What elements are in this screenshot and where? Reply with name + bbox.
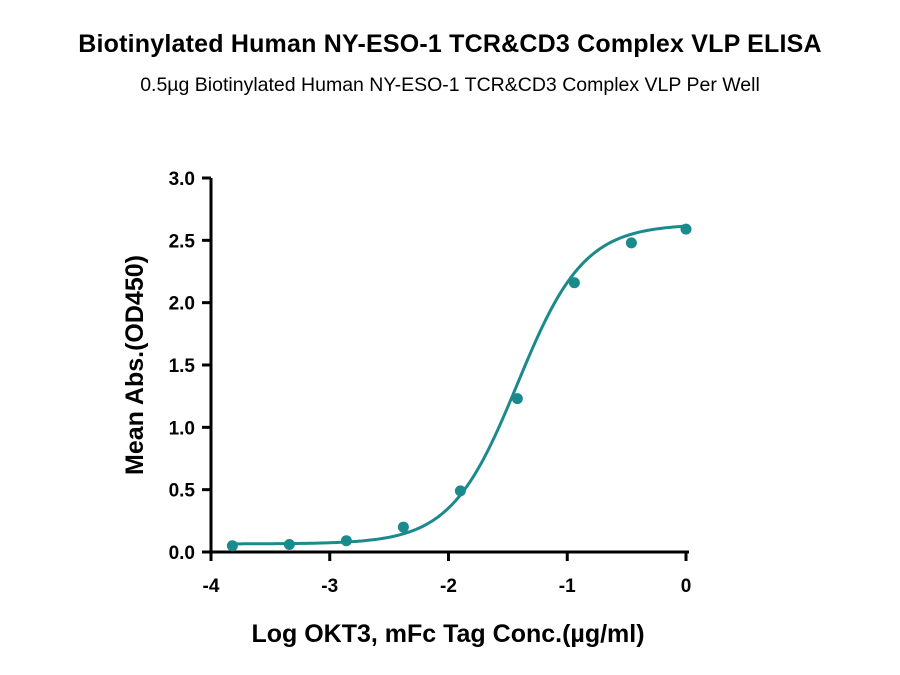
chart-title: Biotinylated Human NY-ESO-1 TCR&CD3 Comp…: [78, 30, 822, 58]
x-axis-title: Log OKT3, mFc Tag Conc.(µg/ml): [251, 620, 644, 648]
x-ticks: -4 -3 -2 -1 0: [203, 552, 692, 597]
data-point: [226, 540, 238, 552]
data-point: [283, 539, 295, 551]
fit-curve: [232, 224, 687, 546]
y-axis-title: Mean Abs.(OD450): [121, 255, 149, 475]
data-point: [568, 277, 580, 289]
data-point: [340, 535, 352, 547]
data-point: [511, 393, 523, 405]
y-tick-label: 0.5: [169, 481, 196, 502]
x-tick-label: -2: [440, 576, 457, 597]
y-tick-label: 0.0: [169, 543, 195, 564]
x-tick-label: -3: [321, 576, 338, 597]
data-points: [226, 223, 692, 552]
x-tick-label: -4: [203, 576, 220, 597]
data-point: [454, 485, 466, 497]
axes: [209, 178, 689, 554]
y-ticks: 0.0 0.5 1.0 1.5 2.0 2.5 3.0: [169, 169, 211, 564]
data-point: [397, 521, 409, 533]
chart-subtitle: 0.5µg Biotinylated Human NY-ESO-1 TCR&CD…: [140, 74, 760, 96]
x-tick-label: -1: [559, 576, 576, 597]
y-tick-label: 2.0: [169, 294, 195, 315]
y-tick-label: 1.0: [169, 418, 195, 439]
data-point: [625, 237, 637, 249]
data-point: [680, 223, 692, 235]
x-tick-label: 0: [681, 576, 692, 597]
y-tick-label: 3.0: [169, 169, 195, 190]
y-tick-label: 1.5: [169, 356, 196, 377]
y-tick-label: 2.5: [169, 231, 196, 252]
